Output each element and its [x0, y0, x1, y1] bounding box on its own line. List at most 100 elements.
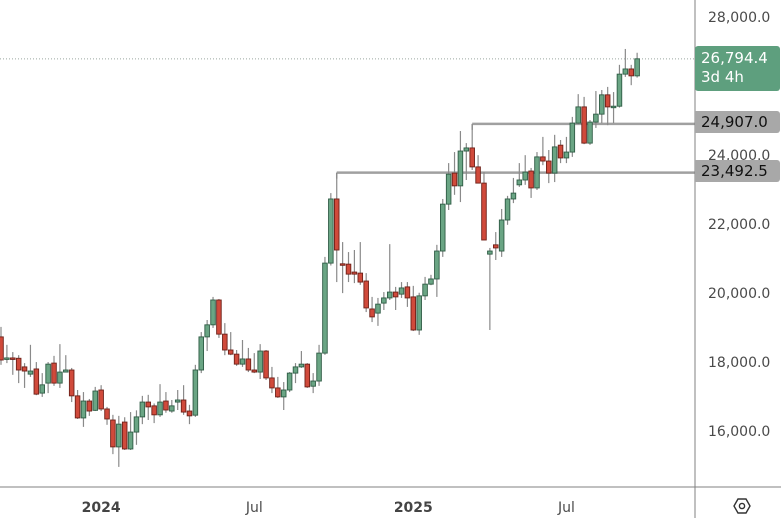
level-tag-2: 23,492.5	[695, 160, 780, 182]
candle-body-up	[92, 390, 98, 411]
candle	[269, 366, 275, 394]
candle	[86, 398, 93, 416]
level-label: 23,492.5	[701, 162, 768, 180]
candle-body-up	[463, 147, 470, 152]
candle	[522, 155, 528, 185]
candle	[339, 242, 346, 294]
candle-body-down	[628, 68, 634, 77]
candle-body-down	[74, 395, 81, 419]
candle	[21, 363, 28, 388]
candle	[198, 332, 205, 374]
candle	[68, 367, 75, 403]
candle	[575, 94, 581, 125]
time-tick-label: Jul	[245, 500, 263, 516]
candle	[428, 274, 434, 286]
candle	[386, 244, 393, 300]
candle	[139, 395, 146, 425]
candle	[381, 292, 387, 310]
candle-body-up	[139, 401, 146, 418]
candle-body-down	[33, 368, 40, 395]
candle	[57, 344, 63, 388]
candle-body-down	[10, 357, 16, 360]
candle	[581, 96, 587, 145]
candle-body-up	[575, 106, 581, 124]
candle-body-down	[604, 94, 611, 108]
candle	[316, 344, 322, 386]
candle	[157, 384, 163, 417]
candle	[563, 136, 570, 164]
candle-body-down	[145, 401, 151, 408]
horizontal-levels	[0, 58, 695, 179]
candle	[245, 347, 252, 373]
candle-body-up	[63, 369, 69, 373]
candle-body-up	[457, 150, 464, 187]
candle	[39, 373, 45, 397]
candle	[80, 392, 87, 427]
candle	[51, 355, 57, 386]
candle-body-down	[557, 144, 564, 159]
candle-body-down	[351, 271, 358, 275]
candle	[304, 363, 311, 388]
candle	[192, 364, 199, 417]
candle-body-down	[86, 400, 93, 412]
candle-body-up	[599, 94, 605, 115]
candle-body-down	[51, 362, 57, 384]
candle	[345, 252, 352, 283]
candle	[392, 286, 399, 310]
candle-body-down	[121, 421, 128, 450]
candle-body-up	[534, 156, 540, 189]
candle-body-down	[451, 172, 458, 187]
candle-body-up	[563, 151, 570, 159]
candle	[233, 350, 240, 366]
candle	[310, 373, 316, 394]
candle-body-up	[551, 146, 558, 174]
candle-body-down	[339, 263, 346, 266]
candle-body-up	[210, 299, 216, 326]
candle	[457, 131, 464, 203]
candle-body-down	[581, 106, 587, 144]
candle	[593, 91, 599, 128]
candle-body-up	[45, 363, 51, 384]
candle	[504, 195, 511, 225]
candle-body-up	[169, 405, 175, 412]
candle-body-down	[333, 198, 340, 251]
candle-body-down	[469, 147, 475, 168]
candle-body-down	[357, 272, 364, 283]
candle	[416, 292, 422, 335]
hexagon-settings-icon[interactable]	[733, 497, 751, 515]
candle	[546, 150, 552, 184]
candles	[0, 48, 640, 467]
candle	[587, 120, 593, 145]
candle-body-up	[498, 219, 505, 252]
candle-body-up	[239, 358, 246, 365]
candle-body-up	[434, 250, 440, 280]
candle-body-up	[322, 262, 328, 354]
candle-body-up	[445, 173, 452, 205]
candle	[369, 296, 375, 323]
candle-body-up	[616, 73, 623, 107]
candle	[151, 403, 157, 424]
candle	[133, 410, 140, 445]
candle-body-up	[328, 198, 334, 264]
candle	[180, 385, 187, 415]
candle	[357, 242, 364, 285]
candle-body-up	[386, 291, 393, 299]
candle	[4, 344, 10, 364]
candle-body-up	[510, 192, 517, 200]
candle-body-up	[292, 366, 299, 374]
candle	[186, 404, 193, 425]
candle-body-down	[410, 296, 417, 331]
candle-body-up	[280, 389, 287, 398]
candle-body-down	[186, 410, 193, 417]
candle	[469, 123, 475, 170]
candle	[239, 340, 246, 367]
candle	[174, 390, 181, 410]
candle	[33, 362, 40, 396]
candle	[275, 376, 281, 398]
candle	[63, 355, 69, 373]
time-tick-label: Jul	[557, 500, 575, 516]
time-axis[interactable]: 2024 Jul 2025 Jul	[82, 500, 575, 516]
candle	[622, 48, 629, 77]
candle-body-down	[216, 299, 222, 335]
